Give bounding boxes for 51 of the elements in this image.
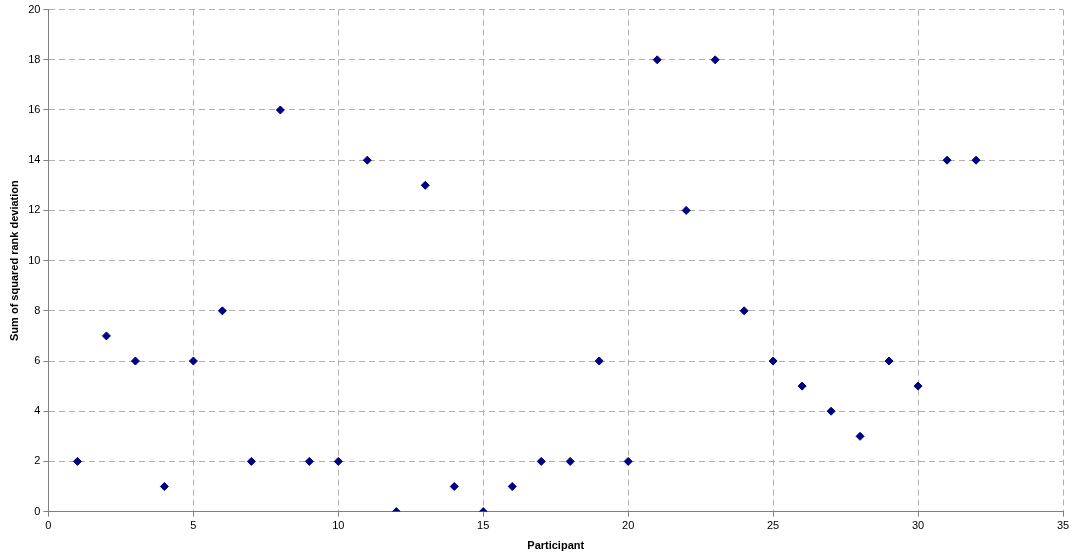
point — [159, 482, 169, 491]
y-tick-label: 10 — [28, 253, 41, 266]
point — [942, 155, 952, 165]
point — [333, 456, 343, 466]
point — [594, 356, 604, 366]
x-tick-label: 30 — [911, 519, 925, 532]
point — [913, 381, 923, 391]
y-tick-label: 12 — [28, 203, 41, 216]
point — [681, 205, 691, 215]
point — [188, 356, 198, 366]
y-tick-label: 14 — [28, 153, 41, 166]
point — [855, 431, 865, 441]
x-tick-label: 25 — [767, 519, 780, 532]
point — [420, 180, 430, 190]
point — [101, 331, 111, 341]
x-tick-label: 10 — [332, 519, 345, 532]
point — [652, 55, 662, 65]
point — [623, 456, 633, 466]
y-tick-label: 2 — [34, 454, 41, 467]
point — [739, 306, 749, 316]
point — [884, 356, 894, 366]
point — [971, 155, 981, 165]
point — [565, 456, 575, 466]
point — [72, 456, 82, 466]
y-axis-title: Sum of squared rank deviation — [7, 179, 20, 341]
point — [768, 356, 778, 366]
y-tick-label: 0 — [34, 504, 41, 517]
point — [797, 381, 807, 391]
point — [710, 55, 720, 65]
y-tick-label: 16 — [28, 103, 41, 116]
x-tick-label: 0 — [45, 519, 52, 532]
y-tick-label: 8 — [34, 303, 41, 316]
y-tick-label: 4 — [34, 404, 41, 417]
point — [507, 482, 517, 491]
point — [536, 456, 546, 466]
x-tick-label: 5 — [190, 519, 197, 532]
y-tick-label: 20 — [28, 2, 41, 15]
point — [449, 482, 459, 491]
point — [217, 306, 227, 316]
y-tick-label: 6 — [34, 354, 41, 367]
y-tick-label: 18 — [28, 52, 41, 65]
point — [130, 356, 140, 366]
point — [246, 456, 256, 466]
point — [362, 155, 372, 165]
x-tick-label: 15 — [477, 519, 490, 532]
point — [826, 406, 836, 416]
point — [275, 105, 285, 115]
x-tick-label: 35 — [1056, 519, 1070, 532]
point — [304, 456, 314, 466]
x-axis-title: Participant — [527, 539, 585, 552]
x-tick-label: 20 — [622, 519, 635, 532]
